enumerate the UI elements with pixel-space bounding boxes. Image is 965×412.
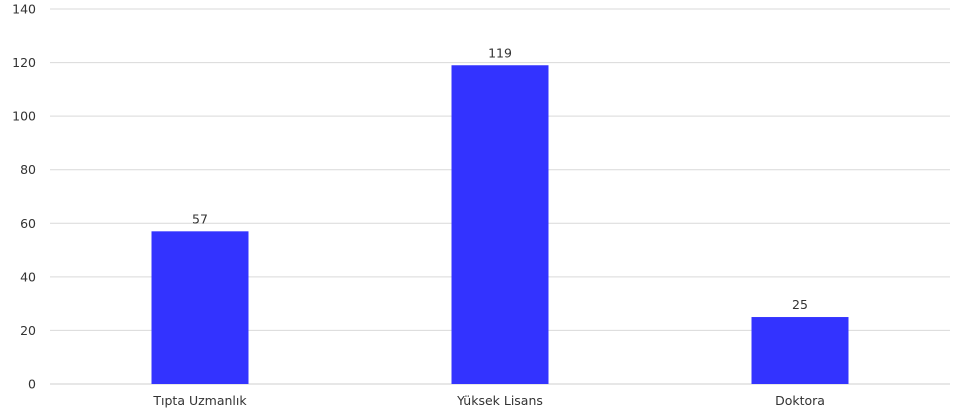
bar-1 xyxy=(151,231,249,384)
y-tick-label: 40 xyxy=(20,269,36,284)
bars xyxy=(151,65,849,384)
data-label: 25 xyxy=(792,297,808,312)
x-axis: Tıpta Uzmanlık Yüksek Lisans Doktora xyxy=(152,393,825,408)
bar-3 xyxy=(751,317,849,384)
y-tick-label: 140 xyxy=(12,2,36,17)
y-tick-label: 100 xyxy=(12,109,36,124)
y-tick-label: 80 xyxy=(20,162,36,177)
y-axis: 0 20 40 60 80 100 120 140 xyxy=(12,2,36,392)
y-tick-label: 120 xyxy=(12,55,36,70)
bar-2 xyxy=(451,65,549,384)
x-tick-label: Tıpta Uzmanlık xyxy=(152,393,247,408)
x-tick-label: Yüksek Lisans xyxy=(456,393,543,408)
y-tick-label: 60 xyxy=(20,216,36,231)
data-labels: 57 119 25 xyxy=(192,45,808,312)
data-label: 119 xyxy=(488,45,512,60)
data-label: 57 xyxy=(192,211,208,226)
y-tick-label: 20 xyxy=(20,323,36,338)
x-tick-label: Doktora xyxy=(775,393,825,408)
y-tick-label: 0 xyxy=(28,377,36,392)
